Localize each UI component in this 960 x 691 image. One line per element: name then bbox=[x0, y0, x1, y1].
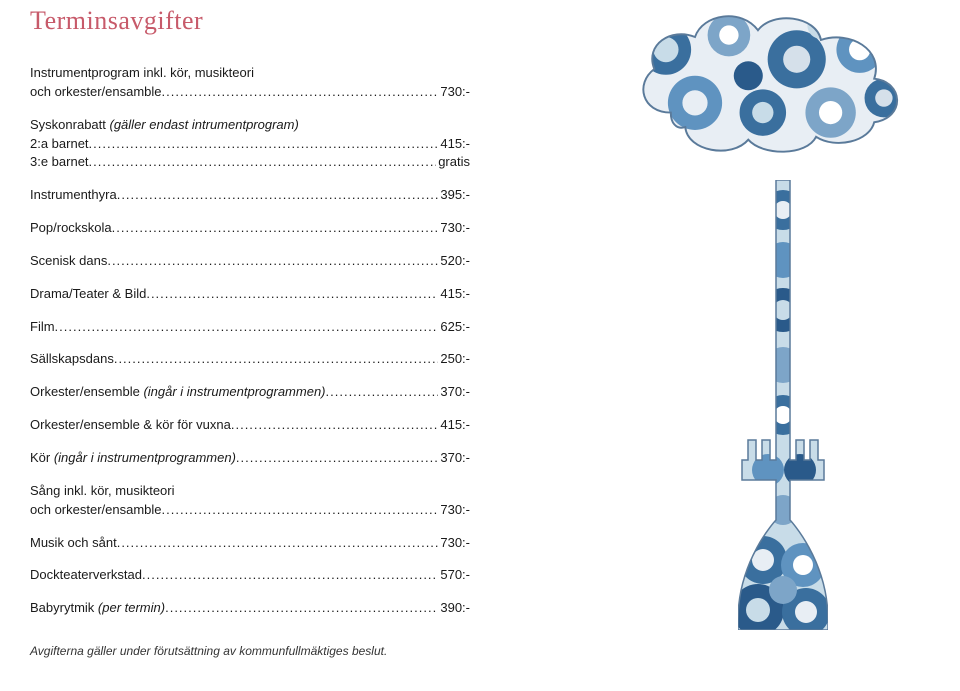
price-item: Instrumenthyra..........................… bbox=[30, 186, 470, 205]
price-item-value: 415:- bbox=[438, 416, 470, 435]
price-item-value: 370:- bbox=[438, 449, 470, 468]
price-item-label: Dockteaterverkstad bbox=[30, 566, 142, 585]
price-item-label: 3:e barnet bbox=[30, 153, 89, 172]
price-item-label: Orkester/ensemble & kör för vuxna bbox=[30, 416, 231, 435]
price-item-value: 370:- bbox=[438, 383, 470, 402]
price-item-label: Orkester/ensemble (ingår i instrumentpro… bbox=[30, 383, 326, 402]
floral-cloud-decoration bbox=[625, 6, 920, 161]
price-item-label: Drama/Teater & Bild bbox=[30, 285, 146, 304]
price-item: Kör (ingår i instrumentprogrammen)......… bbox=[30, 449, 470, 468]
price-item: Sång inkl. kör, musikteorioch orkester/e… bbox=[30, 482, 470, 520]
page-title: Terminsavgifter bbox=[30, 6, 590, 36]
price-item-value: 390:- bbox=[438, 599, 470, 618]
price-item: Sällskapsdans...........................… bbox=[30, 350, 470, 369]
price-item: Instrumentprogram inkl. kör, musikteorio… bbox=[30, 64, 470, 102]
price-item-label: Scenisk dans bbox=[30, 252, 107, 271]
price-item-label: Sång inkl. kör, musikteori bbox=[30, 482, 175, 501]
price-item-value: 730:- bbox=[438, 83, 470, 102]
price-item-label: Instrumentprogram inkl. kör, musikteori bbox=[30, 64, 254, 83]
price-item: Scenisk dans............................… bbox=[30, 252, 470, 271]
price-item-label: Instrumenthyra bbox=[30, 186, 117, 205]
leader-dots: ........................................… bbox=[162, 501, 439, 520]
price-item-label: och orkester/ensamble bbox=[30, 501, 162, 520]
price-list: Instrumentprogram inkl. kör, musikteorio… bbox=[30, 64, 590, 618]
price-item: Syskonrabatt (gäller endast intrumentpro… bbox=[30, 116, 470, 173]
leader-dots: ........................................… bbox=[112, 219, 439, 238]
price-item-label: Babyrytmik (per termin) bbox=[30, 599, 165, 618]
price-item: Pop/rockskola...........................… bbox=[30, 219, 470, 238]
price-item: Drama/Teater & Bild.....................… bbox=[30, 285, 470, 304]
price-item-value: 625:- bbox=[438, 318, 470, 337]
price-item-label: Pop/rockskola bbox=[30, 219, 112, 238]
price-item: Film....................................… bbox=[30, 318, 470, 337]
leader-dots: ........................................… bbox=[236, 449, 438, 468]
price-item-value: 520:- bbox=[438, 252, 470, 271]
leader-dots: ........................................… bbox=[326, 383, 439, 402]
price-item: Musik och sånt..........................… bbox=[30, 534, 470, 553]
leader-dots: ........................................… bbox=[107, 252, 438, 271]
price-item-value: 415:- bbox=[438, 135, 470, 154]
leader-dots: ........................................… bbox=[89, 135, 439, 154]
price-item-label: 2:a barnet bbox=[30, 135, 89, 154]
price-item-label: Musik och sånt bbox=[30, 534, 117, 553]
price-item-value: 730:- bbox=[438, 219, 470, 238]
footer-note: Avgifterna gäller under förutsättning av… bbox=[30, 644, 590, 658]
price-item: Dockteaterverkstad......................… bbox=[30, 566, 470, 585]
leader-dots: ........................................… bbox=[89, 153, 437, 172]
price-item-value: 250:- bbox=[438, 350, 470, 369]
price-item: Orkester/ensemble & kör för vuxna.......… bbox=[30, 416, 470, 435]
price-item-value: 570:- bbox=[438, 566, 470, 585]
price-item-label: Syskonrabatt (gäller endast intrumentpro… bbox=[30, 116, 299, 135]
leader-dots: ........................................… bbox=[117, 534, 439, 553]
price-item-label: Sällskapsdans bbox=[30, 350, 114, 369]
leader-dots: ........................................… bbox=[231, 416, 439, 435]
price-item: Babyrytmik (per termin).................… bbox=[30, 599, 470, 618]
floral-trumpet-decoration bbox=[738, 180, 828, 630]
price-item-label: Kör (ingår i instrumentprogrammen) bbox=[30, 449, 236, 468]
price-item-label: och orkester/ensamble bbox=[30, 83, 162, 102]
leader-dots: ........................................… bbox=[162, 83, 439, 102]
price-item-value: gratis bbox=[436, 153, 470, 172]
price-item-value: 415:- bbox=[438, 285, 470, 304]
price-item-value: 730:- bbox=[438, 501, 470, 520]
leader-dots: ........................................… bbox=[114, 350, 439, 369]
price-item-label: Film bbox=[30, 318, 55, 337]
price-item-value: 730:- bbox=[438, 534, 470, 553]
price-item: Orkester/ensemble (ingår i instrumentpro… bbox=[30, 383, 470, 402]
leader-dots: ........................................… bbox=[117, 186, 439, 205]
leader-dots: ........................................… bbox=[55, 318, 439, 337]
leader-dots: ........................................… bbox=[142, 566, 438, 585]
price-item-value: 395:- bbox=[438, 186, 470, 205]
leader-dots: ........................................… bbox=[165, 599, 438, 618]
leader-dots: ........................................… bbox=[146, 285, 438, 304]
